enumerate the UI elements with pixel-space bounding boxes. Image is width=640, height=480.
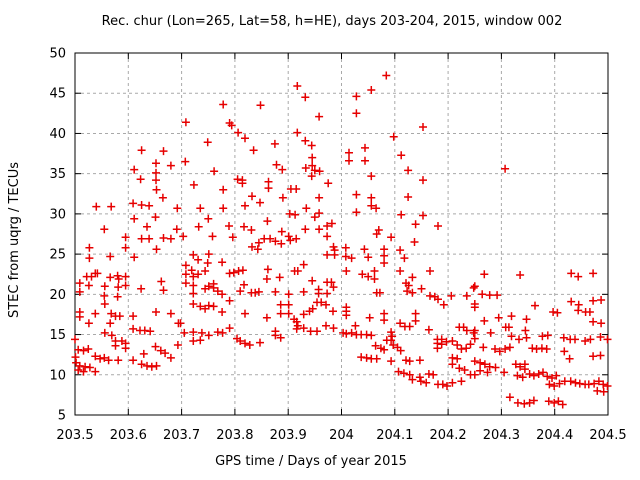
x-tick-label: 204.5 (589, 428, 626, 443)
x-tick-label: 204.4 (536, 428, 573, 443)
y-tick-label: 5 (58, 409, 66, 424)
y-tick-label: 35 (49, 167, 66, 182)
y-tick-label: 20 (49, 288, 66, 303)
x-tick-label: 203.6 (110, 428, 147, 443)
x-tick-label: 204.1 (376, 428, 413, 443)
x-tick-label: 203.5 (56, 428, 93, 443)
y-tick-label: 10 (49, 368, 66, 383)
x-tick-label: 203.7 (163, 428, 200, 443)
y-tick-label: 40 (49, 127, 66, 142)
y-tick-label: 15 (49, 328, 66, 343)
x-axis-label: GPS time / Days of year 2015 (215, 454, 407, 469)
y-tick-label: 25 (49, 248, 66, 263)
x-tick-label: 204.2 (429, 428, 466, 443)
x-tick-label: 203.9 (270, 428, 307, 443)
y-tick-label: 50 (49, 47, 66, 62)
x-tick-label: 204 (329, 428, 354, 443)
scatter-points (71, 71, 612, 409)
x-tick-label: 204.3 (483, 428, 520, 443)
y-tick-label: 45 (49, 87, 66, 102)
y-tick-label: 30 (49, 207, 66, 222)
x-tick-label: 203.8 (216, 428, 253, 443)
chart-title: Rec. chur (Lon=265, Lat=58, h=HE), days … (101, 14, 563, 29)
